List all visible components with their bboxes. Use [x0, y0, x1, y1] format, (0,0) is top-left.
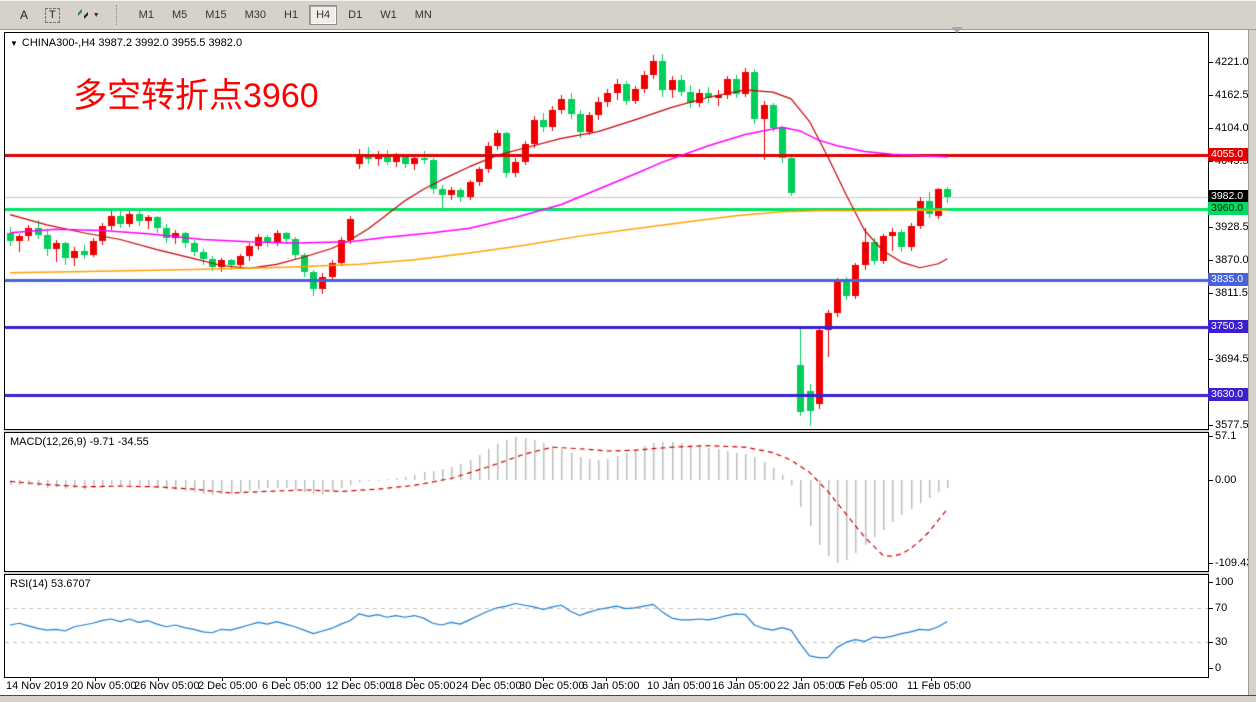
panel-separator[interactable]: [4, 430, 1209, 432]
timeframe-button-m5[interactable]: M5: [165, 5, 194, 25]
text-tool-icon: T: [45, 7, 60, 23]
rsi-tick-label: 100: [1208, 576, 1234, 588]
arrows-dropdown-button[interactable]: ▼: [69, 4, 107, 26]
chart-annotation-text: 多空转折点3960: [73, 77, 319, 115]
date-tick-label: 5 Feb 05:00: [839, 680, 898, 692]
chart-shift-marker-icon[interactable]: [951, 27, 963, 33]
price-tick-label: 4162.5: [1209, 89, 1249, 101]
price-level-badge: 3630.0: [1208, 388, 1248, 401]
date-tick-label: 20 Nov 05:00: [71, 680, 137, 692]
price-tick-label: 3928.5: [1209, 221, 1249, 233]
rsi-tick-label: 0: [1208, 662, 1222, 674]
rsi-panel[interactable]: [4, 574, 1209, 678]
macd-canvas[interactable]: [5, 433, 1208, 571]
macd-tick-label: 57.1: [1208, 430, 1237, 442]
timeframe-button-mn[interactable]: MN: [408, 5, 439, 25]
date-tick-label: 24 Dec 05:00: [456, 680, 522, 692]
time-axis[interactable]: 14 Nov 2019 20 Nov 05:00 26 Nov 05:00 2 Dec…: [4, 678, 1209, 695]
date-tick-mark: [95, 678, 96, 681]
rsi-indicator-label: RSI(14) 53.6707: [10, 578, 91, 590]
date-tick-mark: [736, 678, 737, 681]
rsi-tick-label: 70: [1208, 602, 1228, 614]
price-tick-label: 3694.5: [1209, 353, 1249, 365]
date-tick-label: 14 Nov 2019: [6, 680, 69, 692]
price-tick-label: 3811.5: [1209, 287, 1248, 299]
date-tick-mark: [606, 678, 607, 681]
window-bottom-edge: [0, 695, 1256, 702]
rsi-canvas[interactable]: [5, 575, 1208, 677]
toolbar-grip[interactable]: [115, 5, 124, 25]
date-tick-mark: [801, 678, 802, 681]
date-tick-label: 12 Dec 05:00: [326, 680, 392, 692]
timeframe-buttons: M1 M5 M15 M30 H1 H4 D1 W1 MN: [130, 5, 441, 25]
macd-panel[interactable]: [4, 432, 1209, 572]
date-tick-label: 11 Feb 05:00: [907, 680, 972, 692]
price-tick-label: 4104.0: [1209, 122, 1249, 134]
timeframe-button-m1[interactable]: M1: [132, 5, 161, 25]
text-label-t-button[interactable]: T: [38, 4, 67, 26]
date-tick-label: 18 Dec 05:00: [390, 680, 456, 692]
date-tick-mark: [543, 678, 544, 681]
price-level-badge: 3960.0: [1208, 202, 1248, 215]
date-tick-label: 2 Dec 05:00: [198, 680, 258, 692]
annotation-a-button[interactable]: A: [12, 4, 36, 26]
chevron-down-icon: ▼: [92, 11, 100, 19]
date-tick-mark: [222, 678, 223, 681]
price-level-badge: 3750.3: [1208, 320, 1248, 333]
date-tick-mark: [286, 678, 287, 681]
price-chart-canvas[interactable]: [5, 33, 1208, 429]
timeframe-button-m30[interactable]: M30: [238, 5, 273, 25]
date-tick-mark: [671, 678, 672, 681]
arrows-icon: [76, 7, 90, 24]
timeframe-button-m15[interactable]: M15: [198, 5, 233, 25]
date-tick-label: 22 Jan 05:00: [777, 680, 841, 692]
date-tick-label: 6 Dec 05:00: [262, 680, 322, 692]
date-tick-mark: [931, 678, 932, 681]
price-scale[interactable]: 4221.0 4162.5 4104.0 4045.5 3928.5 3870.0 3811…: [1208, 30, 1252, 695]
price-level-badge: 3982.0: [1208, 190, 1248, 203]
timeframe-button-d1[interactable]: D1: [341, 5, 369, 25]
timeframe-button-h1[interactable]: H1: [277, 5, 305, 25]
price-tick-label: 4221.0: [1209, 56, 1249, 68]
date-tick-mark: [414, 678, 415, 681]
price-tick-label: 3577.5: [1209, 419, 1249, 431]
panel-separator[interactable]: [4, 572, 1209, 574]
toolbar: A T ▼ M1 M5 M15 M30 H1 H4 D1 W1 MN: [0, 0, 1256, 30]
macd-tick-label: 0.00: [1208, 474, 1237, 486]
macd-tick-label: -109.43: [1208, 557, 1253, 569]
price-tick-label: 3870.0: [1209, 254, 1249, 266]
price-chart-panel[interactable]: [4, 32, 1209, 430]
timeframe-button-h4[interactable]: H4: [309, 5, 338, 25]
timeframe-button-w1[interactable]: W1: [373, 5, 404, 25]
macd-indicator-label: MACD(12,26,9) -9.71 -34.55: [10, 436, 149, 448]
window-right-edge: [1248, 30, 1256, 702]
price-level-badge: 4055.0: [1208, 148, 1248, 161]
price-level-badge: 3835.0: [1208, 273, 1248, 286]
date-tick-mark: [863, 678, 864, 681]
date-tick-mark: [350, 678, 351, 681]
date-tick-label: 26 Nov 05:00: [134, 680, 200, 692]
chevron-down-icon: ▼: [10, 39, 18, 48]
date-tick-label: 6 Jan 05:00: [582, 680, 640, 692]
date-tick-mark: [158, 678, 159, 681]
date-tick-mark: [480, 678, 481, 681]
date-tick-mark: [30, 678, 31, 681]
date-tick-label: 10 Jan 05:00: [647, 680, 711, 692]
date-tick-label: 30 Dec 05:00: [519, 680, 585, 692]
date-tick-label: 16 Jan 05:00: [712, 680, 776, 692]
rsi-tick-label: 30: [1208, 636, 1228, 648]
chart-symbol-title[interactable]: ▼ CHINA300-,H4 3987.2 3992.0 3955.5 3982.…: [10, 37, 243, 49]
